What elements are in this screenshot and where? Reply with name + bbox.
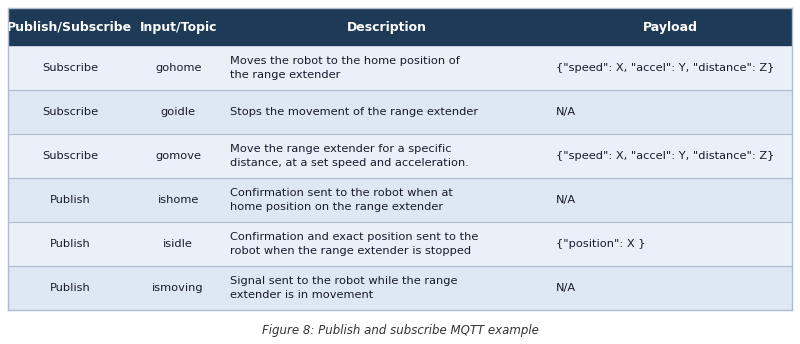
Text: Input/Topic: Input/Topic	[139, 21, 217, 33]
Text: {"speed": X, "accel": Y, "distance": Z}: {"speed": X, "accel": Y, "distance": Z}	[556, 63, 774, 73]
Text: Payload: Payload	[643, 21, 698, 33]
Bar	[8, 266, 792, 310]
Text: N/A: N/A	[556, 195, 576, 205]
Text: isidle: isidle	[163, 239, 193, 249]
Text: Publish: Publish	[50, 239, 90, 249]
Text: Confirmation sent to the robot when at
home position on the range extender: Confirmation sent to the robot when at h…	[230, 189, 454, 212]
Bar	[8, 46, 792, 90]
Bar	[8, 90, 792, 134]
Text: Subscribe: Subscribe	[42, 107, 98, 117]
Text: goidle: goidle	[161, 107, 196, 117]
Text: N/A: N/A	[556, 107, 576, 117]
Text: Description: Description	[347, 21, 427, 33]
Text: {"speed": X, "accel": Y, "distance": Z}: {"speed": X, "accel": Y, "distance": Z}	[556, 151, 774, 161]
Text: Stops the movement of the range extender: Stops the movement of the range extender	[230, 107, 478, 117]
Text: Signal sent to the robot while the range
extender is in movement: Signal sent to the robot while the range…	[230, 276, 458, 300]
Text: Moves the robot to the home position of
the range extender: Moves the robot to the home position of …	[230, 56, 460, 79]
Text: Figure 8: Publish and subscribe MQTT example: Figure 8: Publish and subscribe MQTT exa…	[262, 324, 538, 337]
Text: Publish: Publish	[50, 283, 90, 293]
Bar	[8, 8, 792, 46]
Text: Subscribe: Subscribe	[42, 151, 98, 161]
Text: N/A: N/A	[556, 283, 576, 293]
Bar	[8, 222, 792, 266]
Text: ismoving: ismoving	[152, 283, 204, 293]
Bar	[8, 134, 792, 178]
Text: Move the range extender for a specific
distance, at a set speed and acceleration: Move the range extender for a specific d…	[230, 144, 470, 168]
Text: {"position": X }: {"position": X }	[556, 239, 646, 249]
Text: Publish: Publish	[50, 195, 90, 205]
Text: ishome: ishome	[158, 195, 199, 205]
Text: Confirmation and exact position sent to the
robot when the range extender is sto: Confirmation and exact position sent to …	[230, 233, 478, 256]
Text: Publish/Subscribe: Publish/Subscribe	[7, 21, 133, 33]
Text: gomove: gomove	[155, 151, 201, 161]
Text: gohome: gohome	[155, 63, 202, 73]
Bar	[8, 178, 792, 222]
Text: Subscribe: Subscribe	[42, 63, 98, 73]
